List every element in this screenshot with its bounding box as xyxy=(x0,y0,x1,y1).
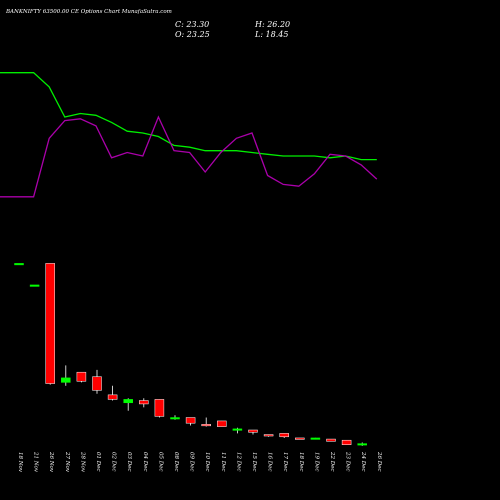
candle-body xyxy=(201,424,211,427)
candle xyxy=(154,399,165,418)
candle-body xyxy=(295,437,305,440)
x-tick-label: 19 Dec xyxy=(313,452,319,472)
candle-body xyxy=(326,438,336,442)
candle-body xyxy=(14,263,24,266)
indicator-panel xyxy=(0,72,378,198)
x-tick-label: 22 Dec xyxy=(329,451,335,472)
candle xyxy=(326,438,336,442)
x-tick-label: 27 Nov xyxy=(64,451,70,473)
candle xyxy=(76,371,87,383)
candle-body xyxy=(29,284,40,287)
candle-body xyxy=(357,443,367,446)
candle-body xyxy=(310,437,321,440)
x-tick-label: 08 Dec xyxy=(173,452,179,472)
candle-body xyxy=(232,428,243,431)
x-tick-label: 05 Dec xyxy=(157,452,163,472)
high-value: H: 26.20 xyxy=(255,20,291,29)
candle xyxy=(341,439,352,445)
candle xyxy=(139,398,149,408)
x-tick-label: 23 Dec xyxy=(345,451,351,472)
candle xyxy=(29,284,40,287)
x-tick-label: 04 Dec xyxy=(142,452,148,472)
date-axis: 18 Nov 21 Nov 26 Nov 27 Nov 28 Nov 01 Dec 02 D… xyxy=(17,451,382,473)
candle-body xyxy=(154,399,165,417)
x-tick-label: 03 Dec xyxy=(126,452,132,472)
candle xyxy=(263,434,274,437)
candle xyxy=(279,433,289,438)
moving-average-line xyxy=(0,72,377,161)
x-tick-label: 16 Dec xyxy=(267,452,273,472)
x-tick-label: 09 Dec xyxy=(189,452,195,472)
low-value: L: 18.45 xyxy=(255,30,289,39)
candle-body xyxy=(341,439,352,445)
candle xyxy=(123,398,133,411)
x-tick-label: 11 Dec xyxy=(220,452,226,472)
x-tick-label: 12 Dec xyxy=(235,452,241,472)
candle-body xyxy=(92,376,102,391)
open-value: O: 23.25 xyxy=(175,30,210,39)
candle-body xyxy=(61,377,71,383)
candle xyxy=(310,437,321,440)
x-tick-label: 28 Nov xyxy=(79,451,85,473)
candle xyxy=(295,437,305,440)
x-tick-label: 17 Dec xyxy=(282,452,288,472)
candle xyxy=(185,417,196,426)
close-value: C: 23.30 xyxy=(175,20,210,29)
oscillator-line xyxy=(0,115,378,198)
candle-body xyxy=(123,399,133,404)
candle-body xyxy=(248,429,258,433)
candle-body xyxy=(185,417,196,424)
candle xyxy=(248,429,258,435)
x-tick-label: 26 Nov xyxy=(48,451,54,473)
candle-body xyxy=(107,394,118,400)
x-tick-label: 18 Dec xyxy=(298,452,304,472)
x-tick-label: 21 Nov xyxy=(33,451,39,473)
chart-title: BANKNIFTY 63500.00 CE Options Chart Muna… xyxy=(6,9,172,15)
candle xyxy=(201,417,211,427)
candle-body xyxy=(263,434,274,437)
x-tick-label: 24 Dec xyxy=(360,451,366,472)
x-tick-label: 26 Dec xyxy=(376,451,382,472)
x-tick-label: 01 Dec xyxy=(95,452,101,472)
candle xyxy=(170,415,180,420)
x-tick-label: 15 Dec xyxy=(251,452,257,472)
candle xyxy=(61,365,71,386)
x-tick-label: 18 Nov xyxy=(17,452,23,473)
candle xyxy=(45,263,55,385)
candle xyxy=(14,263,24,266)
candle-body xyxy=(217,420,227,427)
candlestick-panel xyxy=(14,263,367,446)
candle-body xyxy=(170,417,180,420)
candle xyxy=(357,442,367,446)
candle xyxy=(217,420,227,427)
x-tick-label: 10 Dec xyxy=(204,452,210,472)
candle-body xyxy=(279,433,289,438)
candle xyxy=(107,385,118,401)
candle-body xyxy=(76,371,87,382)
x-tick-label: 02 Dec xyxy=(111,452,117,472)
candle-body xyxy=(45,263,55,384)
candle xyxy=(92,369,102,394)
candle xyxy=(232,427,243,434)
candle-body xyxy=(139,400,149,405)
